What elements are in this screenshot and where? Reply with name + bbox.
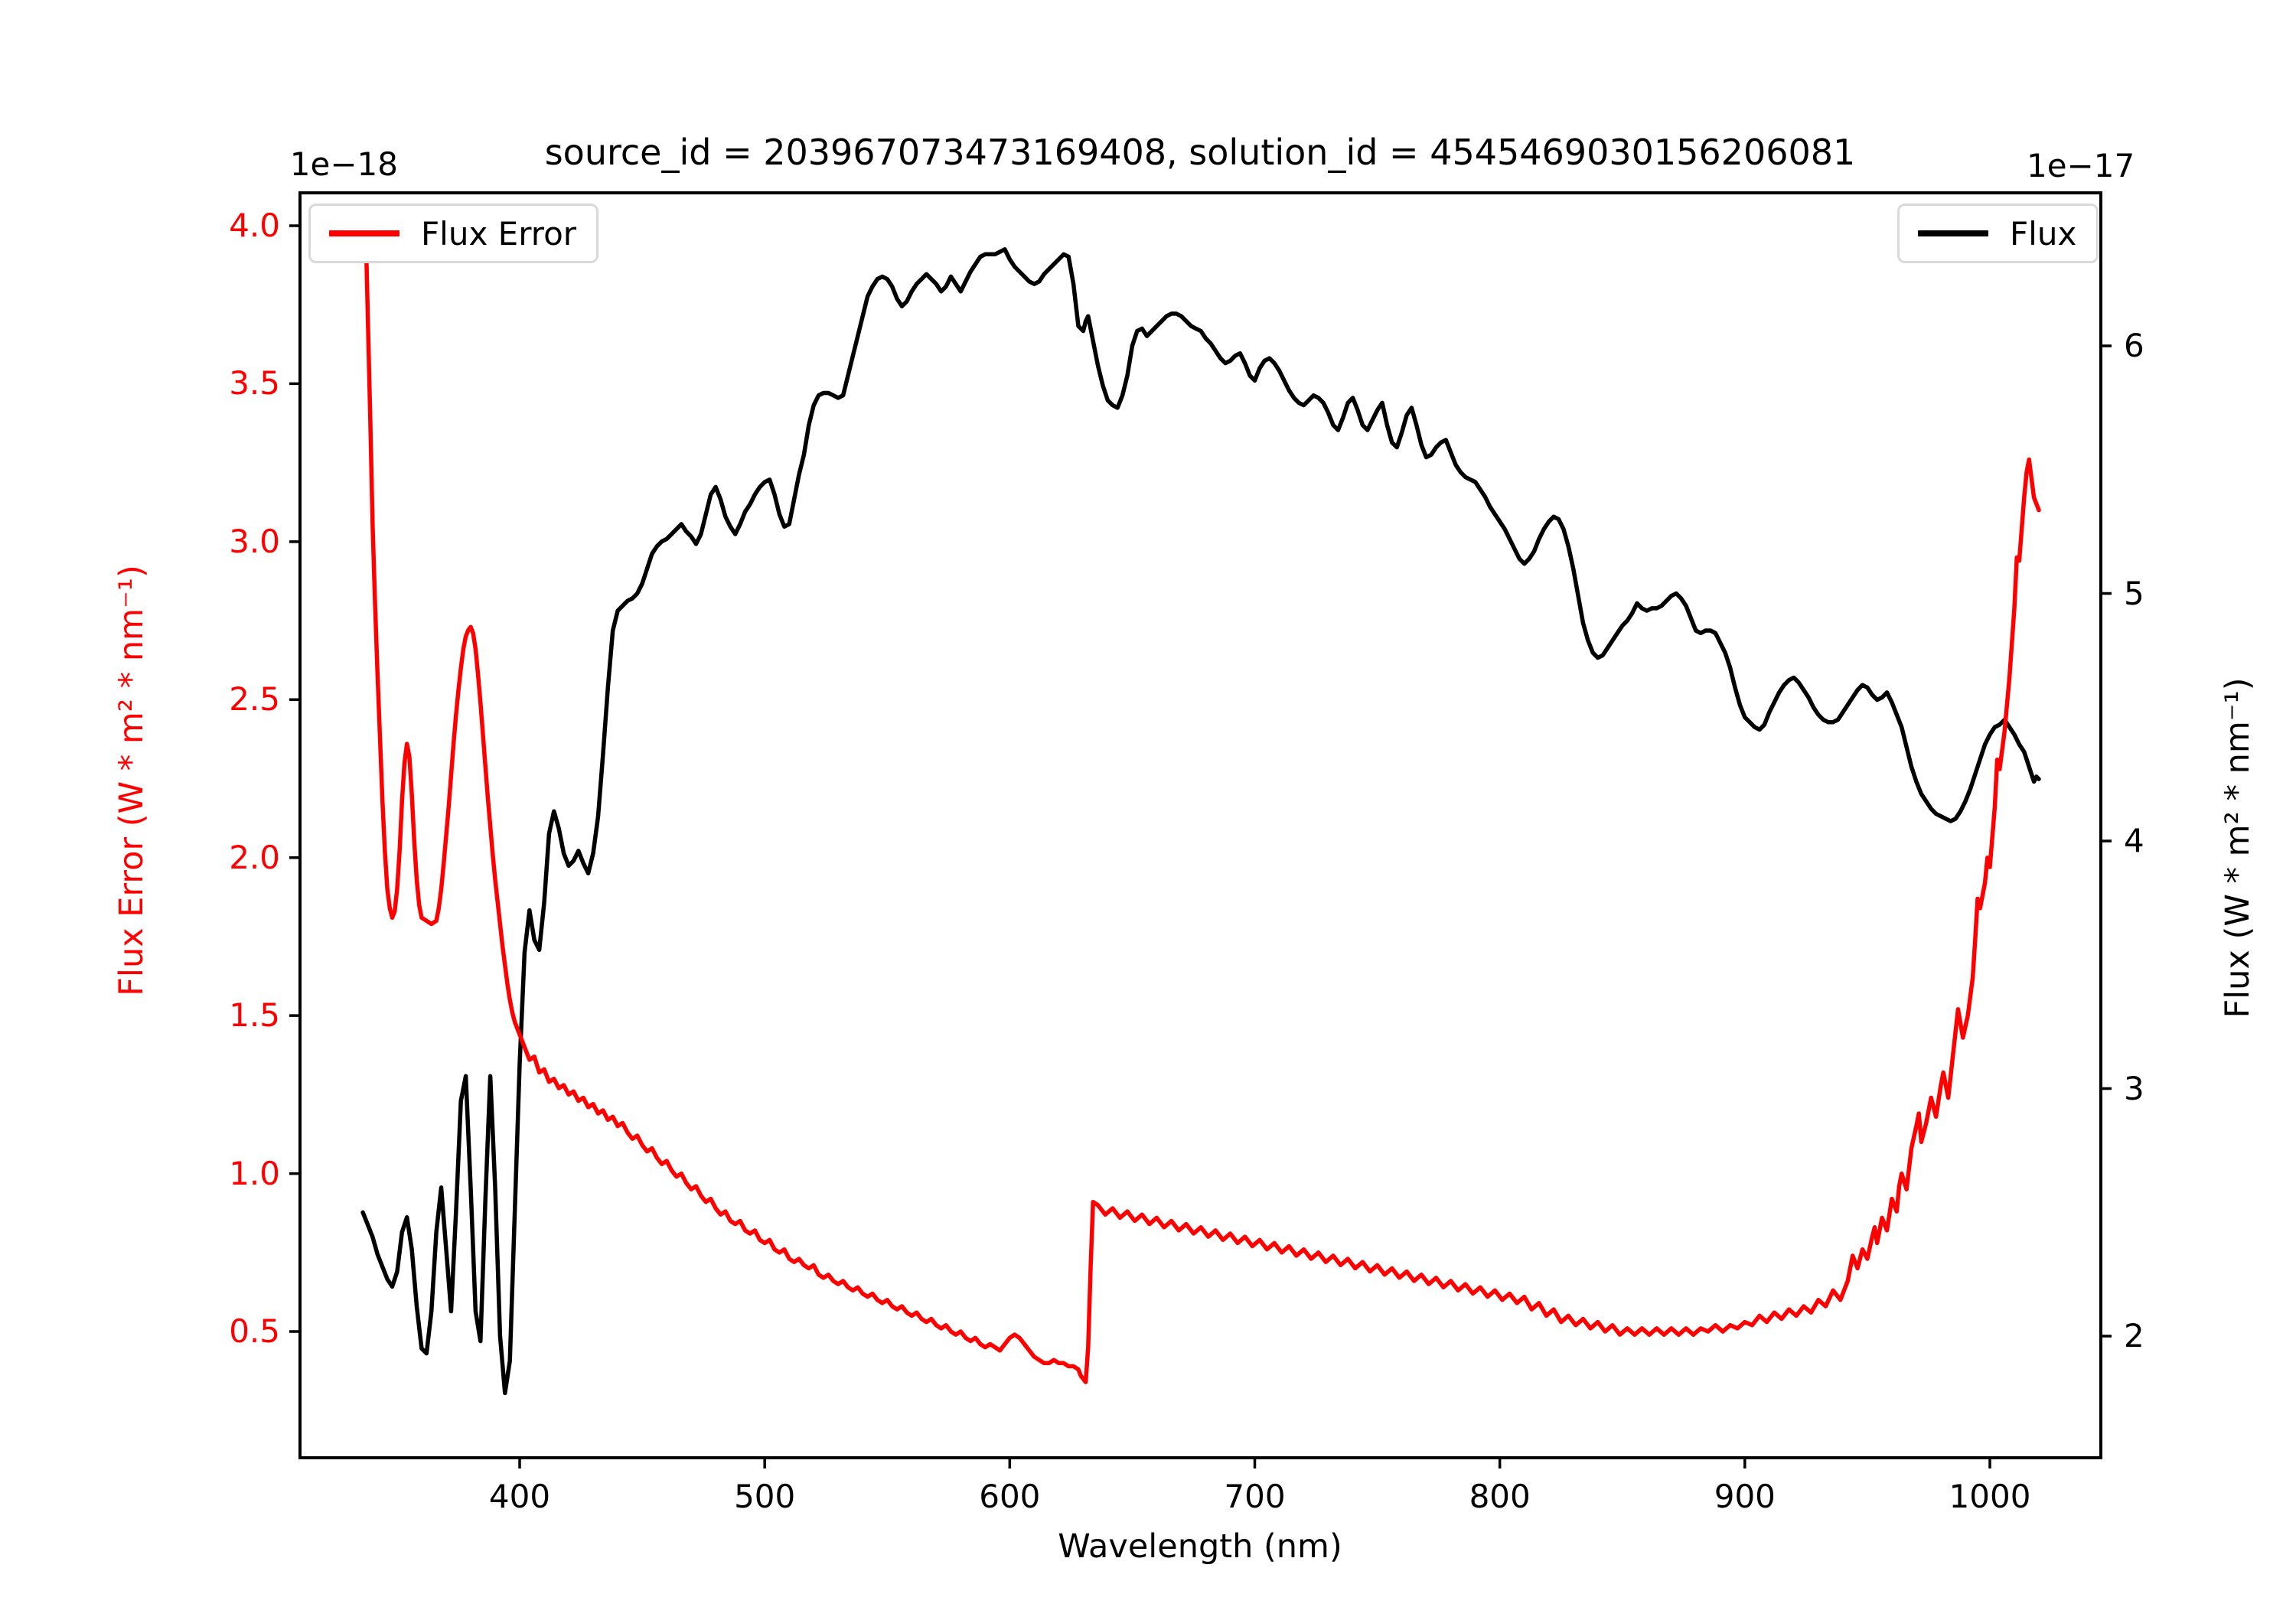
- legend-flux-error: Flux Error: [308, 204, 599, 263]
- left-y-tick-label: 2.5: [229, 680, 280, 719]
- x-tick-label: 400: [488, 1478, 551, 1515]
- legend-flux-label: Flux: [2010, 214, 2077, 253]
- x-tick-label: 1000: [1949, 1478, 2031, 1515]
- left-y-tick-label: 4.0: [229, 207, 280, 244]
- left-y-tick-label: 1.5: [229, 996, 280, 1035]
- x-tick-label: 700: [1224, 1478, 1286, 1515]
- left-y-tick-label: 3.0: [229, 522, 280, 560]
- flux-line: [360, 247, 2041, 1396]
- flux-error-line-swatch: [329, 230, 400, 236]
- left-axis-offset-text: 1e−18: [289, 145, 398, 183]
- x-tick-label: 800: [1469, 1478, 1531, 1515]
- x-tick-label: 900: [1714, 1478, 1776, 1515]
- chart-title: source_id = 203967073473169408, solution…: [544, 132, 1856, 173]
- flux-line-swatch: [1918, 230, 1988, 236]
- left-y-tick-label: 0.5: [229, 1312, 280, 1350]
- right-axis-offset-text: 1e−17: [2027, 147, 2135, 184]
- right-y-tick-label: 5: [2124, 574, 2144, 612]
- flux-error-line: [363, 207, 2041, 1384]
- left-axis-label: Flux Error (W * m² * nm⁻¹): [113, 565, 151, 996]
- left-y-tick-label: 3.5: [229, 364, 280, 403]
- x-tick-label: 600: [979, 1478, 1041, 1515]
- x-axis-label: Wavelength (nm): [1058, 1527, 1342, 1566]
- right-y-tick-label: 4: [2124, 822, 2144, 859]
- axis-ticks: [289, 224, 2112, 1468]
- legend-flux: Flux: [1897, 204, 2099, 263]
- right-y-tick-label: 3: [2124, 1069, 2144, 1107]
- left-y-tick-label: 1.0: [229, 1154, 280, 1192]
- legend-flux-error-label: Flux Error: [421, 214, 577, 253]
- left-y-tick-label: 2.0: [229, 838, 280, 876]
- right-y-tick-label: 6: [2124, 327, 2144, 364]
- x-tick-label: 500: [734, 1478, 796, 1515]
- plot-border: [298, 191, 2102, 1459]
- right-y-tick-label: 2: [2124, 1317, 2144, 1354]
